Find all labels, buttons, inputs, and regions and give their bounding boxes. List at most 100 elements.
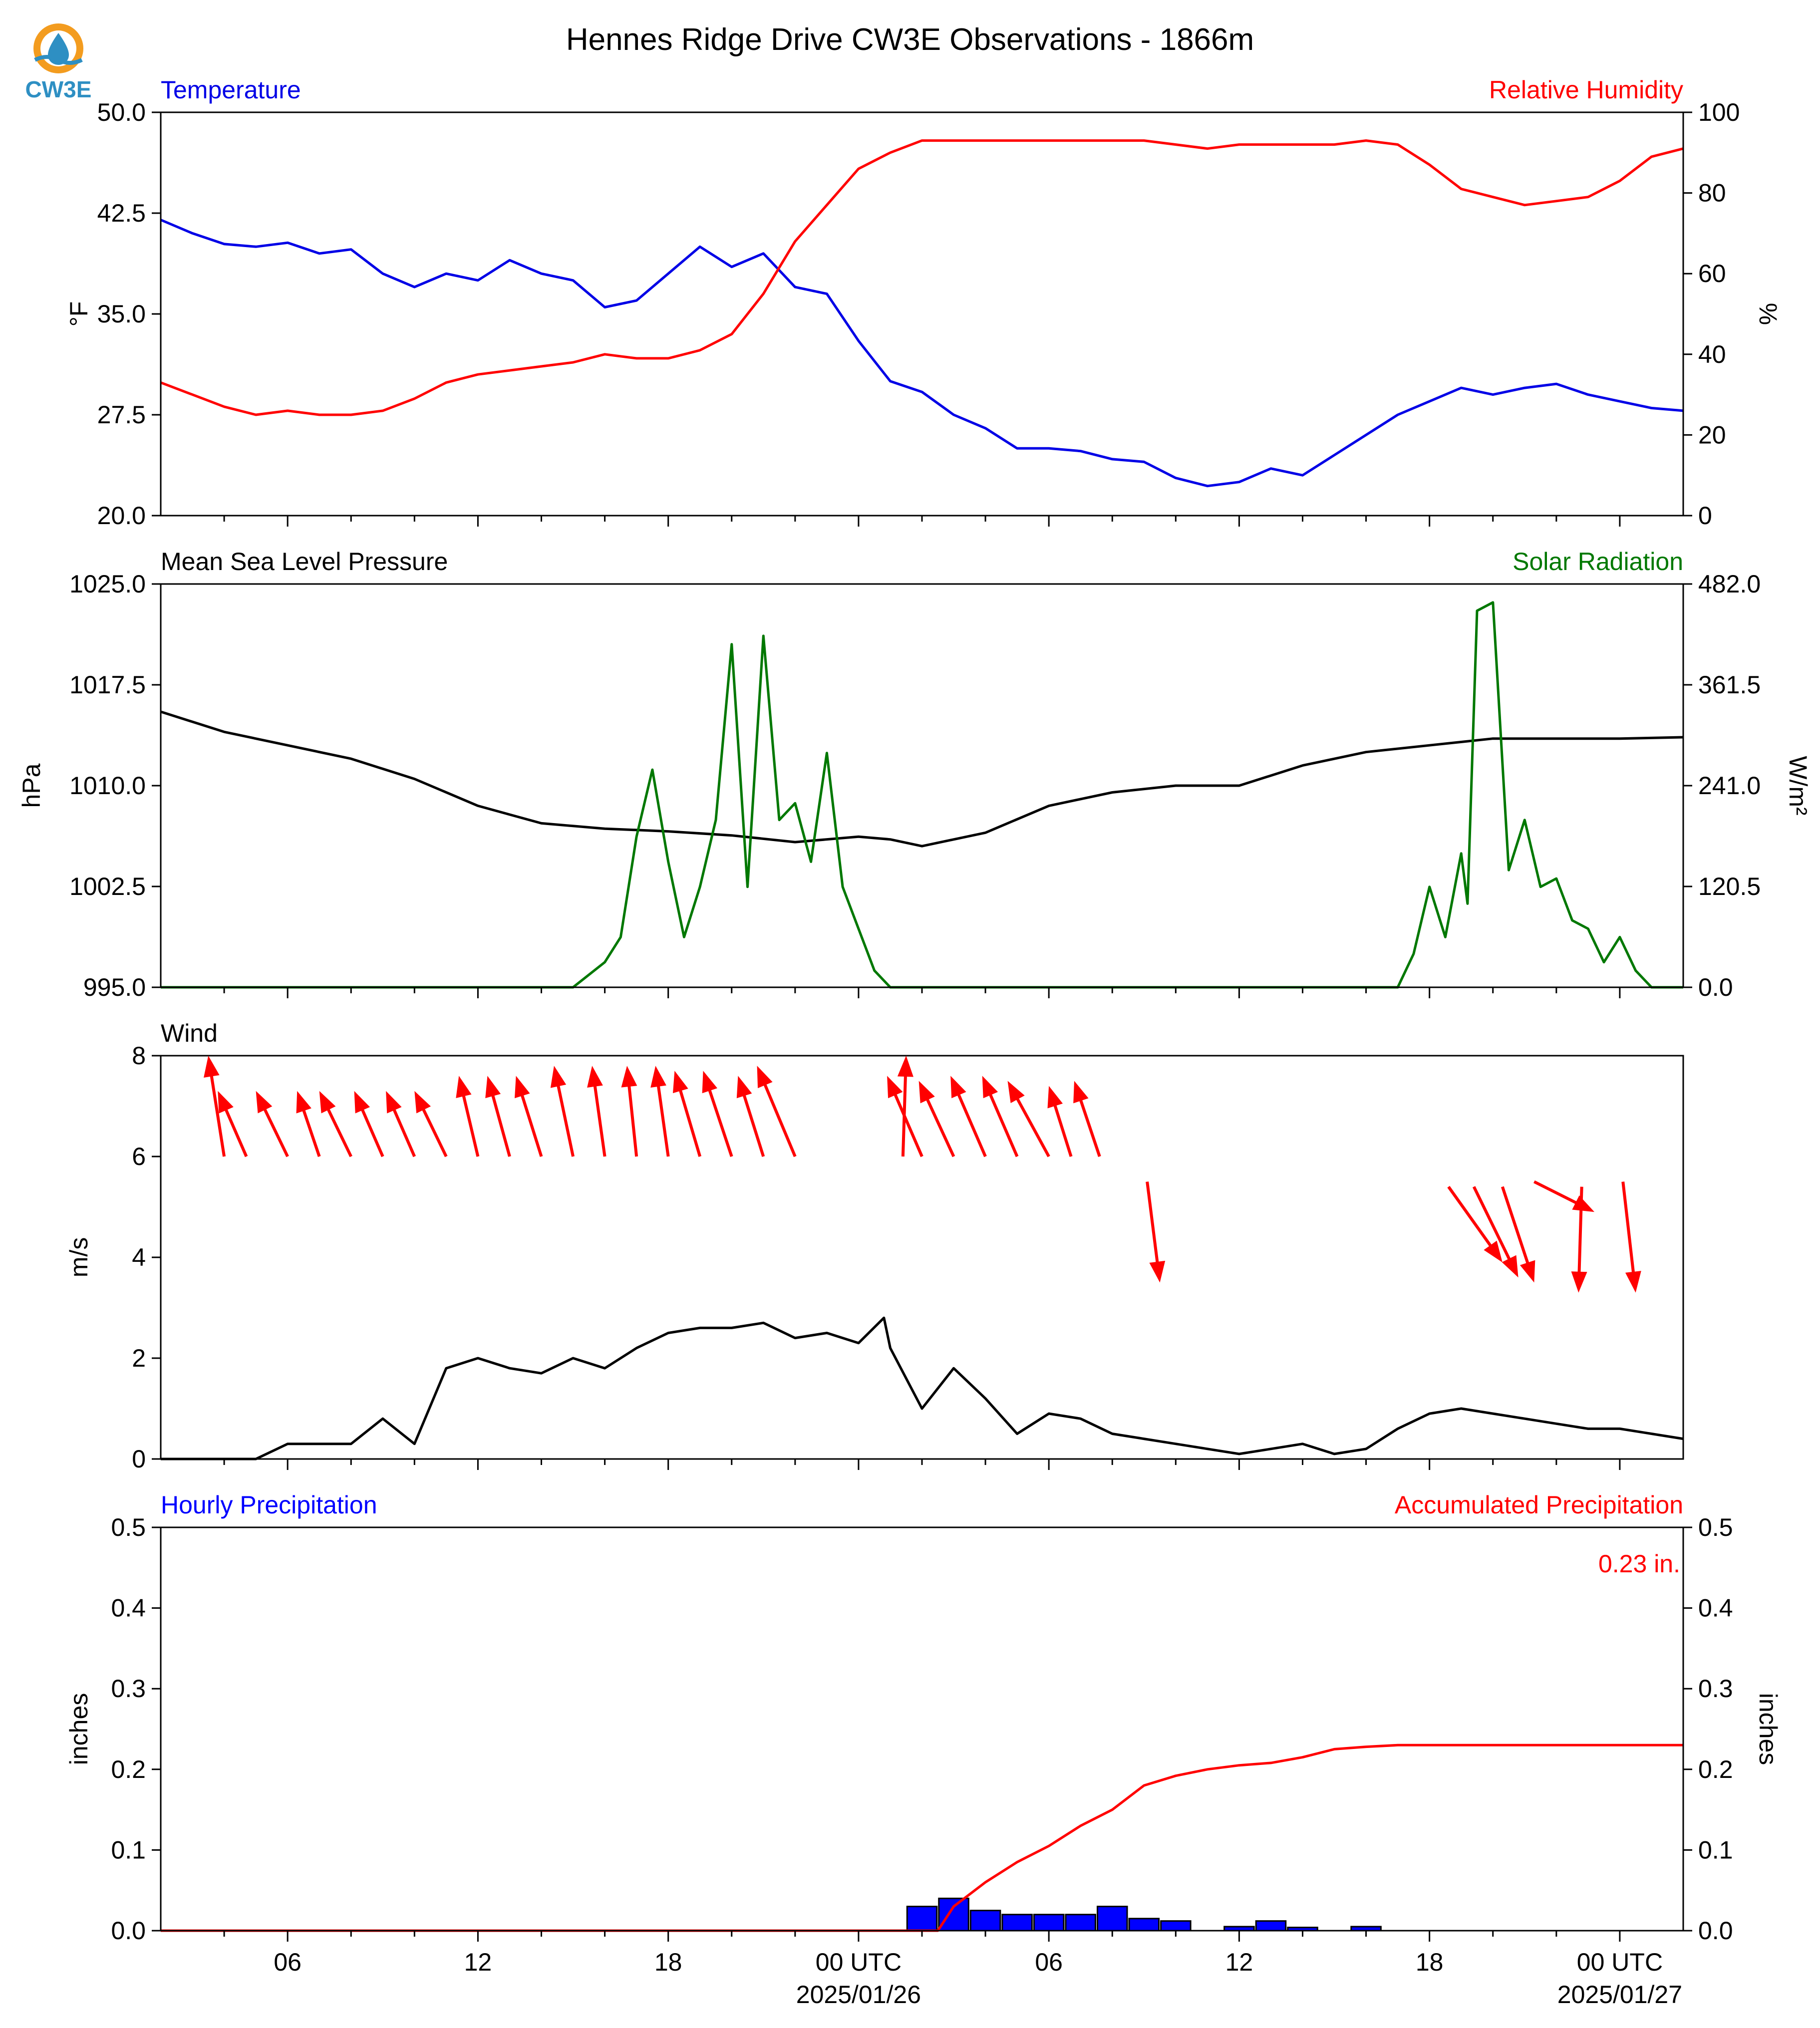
wind-arrow-shaft <box>518 1087 543 1157</box>
x-date-label: 2025/01/26 <box>796 1981 921 2009</box>
series-mean-sea-level-pressure-line <box>160 710 1684 848</box>
y-tick-label-left: 35.0 <box>97 300 146 328</box>
hourly-precip-bar <box>1096 1906 1128 1932</box>
wind-arrow-shaft <box>705 1082 733 1157</box>
x-tick-label: 00 UTC <box>816 1948 902 1976</box>
y-tick-label-right: 40 <box>1698 340 1726 368</box>
wind-arrow-head <box>736 1076 752 1099</box>
wind-arrow-head <box>1484 1240 1503 1263</box>
wind-arrow-head <box>1007 1081 1025 1104</box>
y-tick-label-left: 995.0 <box>83 973 146 1001</box>
y-tick-label-left: 1025.0 <box>69 570 146 598</box>
wind-arrow-head <box>456 1076 472 1098</box>
panel-2-right-title: Solar Radiation <box>1513 548 1683 576</box>
panel-4-right-title: Accumulated Precipitation <box>1395 1491 1683 1519</box>
wind-arrow-shaft <box>221 1102 248 1158</box>
y-tick-label-left: 1010.0 <box>69 772 146 800</box>
wind-arrow-head <box>1625 1271 1641 1293</box>
wind-arrow-shaft <box>1012 1091 1050 1158</box>
wind-arrow-shaft <box>260 1102 289 1158</box>
y-tick-label-right: 0.4 <box>1698 1594 1733 1622</box>
wind-arrow-head <box>702 1071 718 1094</box>
y-axis-label-left: hPa <box>17 763 45 808</box>
cw3e-logo: CW3E <box>25 23 92 102</box>
wind-arrow-head <box>550 1066 567 1088</box>
series-solar-radiation-line <box>161 601 1683 989</box>
panel-4-left-title: Hourly Precipitation <box>161 1491 377 1519</box>
logo-text: CW3E <box>25 76 92 102</box>
wind-arrow-head <box>1519 1260 1535 1283</box>
x-tick-label: 12 <box>1225 1948 1253 1976</box>
wind-arrow-shaft <box>1533 1180 1584 1208</box>
wind-arrow-shaft <box>740 1087 765 1157</box>
y-tick-label-right: 0.1 <box>1698 1836 1733 1864</box>
y-tick-label-right: 0.0 <box>1698 1917 1733 1945</box>
y-tick-label-left: 0.0 <box>111 1917 146 1945</box>
wind-arrow-head <box>1047 1086 1063 1109</box>
wind-arrow-head <box>587 1066 603 1088</box>
wind-arrow-head <box>672 1071 688 1094</box>
wind-arrow-head <box>650 1066 666 1088</box>
wind-arrow-head <box>386 1091 402 1114</box>
x-tick-label: 06 <box>274 1948 302 1976</box>
wind-arrow-shaft <box>626 1078 638 1157</box>
wind-arrow-head <box>204 1056 220 1078</box>
y-tick-label-right: 0.2 <box>1698 1755 1733 1783</box>
hourly-precip-bar <box>969 1910 1001 1932</box>
panel-1-right-title: Relative Humidity <box>1489 76 1683 104</box>
accumulated-total-label: 0.23 in. <box>1598 1550 1680 1578</box>
wind-arrow-head <box>354 1091 370 1114</box>
panel-1-left-title: Temperature <box>161 76 301 104</box>
wind-arrow-shaft <box>357 1102 384 1158</box>
wind-arrow-shaft <box>891 1087 923 1158</box>
wind-arrow-shaft <box>592 1078 607 1157</box>
hourly-precip-bar <box>1255 1920 1287 1932</box>
y-tick-label-right: 361.5 <box>1698 671 1761 699</box>
wind-arrow-shaft <box>954 1087 987 1158</box>
wind-arrow-head <box>982 1076 998 1099</box>
y-tick-label-right: 482.0 <box>1698 570 1761 598</box>
wind-arrow-head <box>897 1056 913 1077</box>
panel-2: Mean Sea Level Pressure Solar Radiation 99… <box>17 548 1812 1001</box>
wind-arrow-head <box>515 1076 530 1099</box>
y-tick-label-left: 1017.5 <box>69 671 146 699</box>
y-tick-label-right: 0.3 <box>1698 1675 1733 1703</box>
panel-3-frame <box>160 1055 1684 1460</box>
wind-arrow-head <box>485 1076 501 1099</box>
y-tick-label-left: 2 <box>132 1344 146 1372</box>
y-tick-label-left: 42.5 <box>97 199 146 227</box>
wind-arrow-head <box>950 1076 966 1099</box>
y-tick-label-right: 0.0 <box>1698 973 1733 1001</box>
wind-arrow-shaft <box>676 1082 702 1157</box>
y-tick-label-left: 0.1 <box>111 1836 146 1864</box>
wind-arrow-shaft <box>1051 1097 1073 1157</box>
wind-arrow-head <box>218 1091 234 1114</box>
x-tick-label: 12 <box>464 1948 492 1976</box>
wind-arrow-shaft <box>1447 1185 1497 1253</box>
y-axis-label-left: m/s <box>65 1237 93 1278</box>
wind-arrow-head <box>621 1066 637 1088</box>
x-tick-label: 18 <box>1416 1948 1444 1976</box>
y-tick-label-left: 50.0 <box>97 98 146 126</box>
figure-title: Hennes Ridge Drive CW3E Observations - 1… <box>566 22 1254 57</box>
y-tick-label-right: 120.5 <box>1698 872 1761 900</box>
wind-arrow-shaft <box>418 1102 448 1158</box>
y-tick-label-left: 27.5 <box>97 401 146 429</box>
y-tick-label-left: 0.4 <box>111 1594 146 1622</box>
panel-2-left-title: Mean Sea Level Pressure <box>161 548 448 576</box>
wind-arrow-head <box>1502 1255 1518 1278</box>
panel-3: Wind 0 2 4 6 8 m/s <box>65 1019 1684 1473</box>
wind-arrow-shaft <box>300 1102 321 1157</box>
logo-wave <box>34 55 83 65</box>
hourly-precip-bar <box>1160 1920 1192 1932</box>
y-tick-label-right: 0.5 <box>1698 1513 1733 1541</box>
panel-1-frame <box>160 111 1684 517</box>
wind-arrow-shaft <box>655 1078 670 1157</box>
panel-4-frame <box>160 1526 1684 1932</box>
x-date-label: 2025/01/27 <box>1557 1981 1682 2009</box>
y-tick-label-right: 80 <box>1698 179 1726 207</box>
wind-arrow-shaft <box>1472 1186 1515 1267</box>
wind-arrow-shaft <box>489 1087 511 1157</box>
wind-arrow-shaft <box>323 1102 352 1158</box>
